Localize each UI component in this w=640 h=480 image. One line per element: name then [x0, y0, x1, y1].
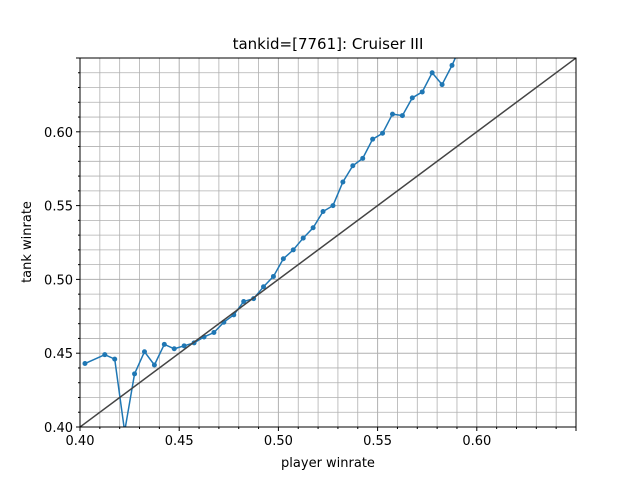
data-point: [389, 111, 395, 117]
y-tick-label: 0.55: [44, 200, 73, 215]
data-point: [310, 225, 316, 231]
x-tick-label: 0.55: [363, 434, 392, 449]
y-tick-label: 0.45: [44, 347, 73, 362]
data-point: [241, 299, 247, 305]
data-point: [300, 235, 306, 241]
data-point: [350, 163, 356, 169]
data-point: [429, 70, 435, 76]
data-point: [82, 361, 88, 367]
data-point: [290, 247, 296, 253]
data-point: [181, 343, 187, 349]
data-point: [122, 429, 127, 434]
data-point: [112, 356, 118, 362]
plot-area: [80, 41, 576, 434]
ticks: 0.40 0.45 0.50 0.55 0.60 0.40 0.45 0.50 0.55 0.60: [44, 57, 577, 449]
plot-frame: [79, 57, 577, 428]
y-tick-label: 0.40: [44, 421, 73, 436]
data-point: [449, 62, 455, 68]
data-point: [320, 209, 326, 215]
data-point: [370, 136, 376, 142]
data-point: [399, 113, 405, 119]
x-tick-label: 0.60: [462, 434, 491, 449]
x-axis-label: player winrate: [281, 456, 375, 471]
reference-line: [80, 58, 576, 427]
data-point: [102, 352, 108, 358]
data-point: [211, 330, 217, 336]
data-point: [161, 341, 167, 347]
x-tick-label: 0.45: [165, 434, 194, 449]
y-tick-label: 0.50: [44, 273, 73, 288]
data-point: [330, 203, 336, 209]
data-point: [409, 95, 415, 101]
data-point: [439, 82, 445, 88]
data-point: [419, 89, 425, 95]
data-point: [270, 273, 276, 279]
data-point: [151, 362, 157, 368]
y-tick-label: 0.60: [44, 126, 73, 141]
data-point: [459, 41, 464, 46]
data-point: [171, 346, 177, 352]
data-point: [280, 256, 286, 262]
x-tick-label: 0.50: [264, 434, 293, 449]
data-point: [340, 179, 346, 185]
data-point: [360, 155, 366, 161]
chart-title: tankid=[7761]: Cruiser III: [233, 35, 424, 53]
data-point: [261, 284, 267, 290]
series-line: [84, 58, 457, 427]
data-point: [380, 130, 386, 136]
x-tick-label: 0.40: [66, 434, 95, 449]
data-point: [141, 349, 147, 355]
data-point: [132, 371, 138, 377]
y-axis-label: tank winrate: [20, 201, 35, 283]
